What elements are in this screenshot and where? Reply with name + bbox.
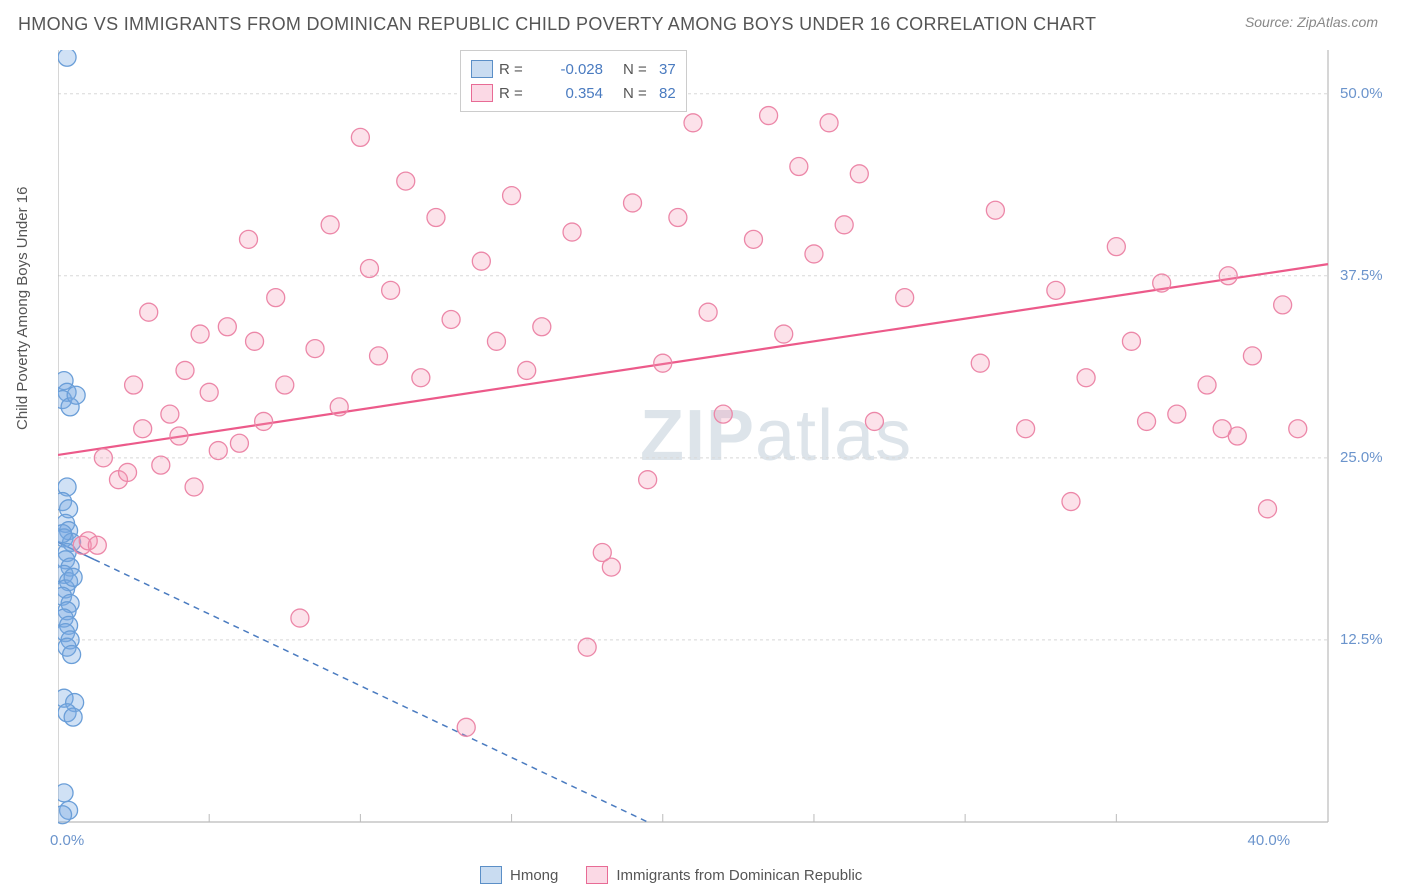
legend-label: Immigrants from Dominican Republic	[616, 867, 862, 884]
n-value: 82	[659, 85, 676, 102]
n-label: N =	[623, 61, 653, 78]
swatch-icon	[471, 84, 493, 102]
source-label: Source: ZipAtlas.com	[1245, 14, 1378, 30]
y-axis-label: Child Poverty Among Boys Under 16	[14, 187, 31, 430]
swatch-icon	[471, 60, 493, 78]
y-tick-label: 50.0%	[1340, 85, 1383, 102]
series-legend: Hmong Immigrants from Dominican Republic	[480, 866, 862, 884]
swatch-icon	[586, 866, 608, 884]
stats-legend: R = -0.028 N = 37 R = 0.354 N = 82	[460, 50, 687, 112]
y-tick-label: 37.5%	[1340, 267, 1383, 284]
chart-title: HMONG VS IMMIGRANTS FROM DOMINICAN REPUB…	[18, 14, 1096, 35]
r-label: R =	[499, 61, 535, 78]
r-value: 0.354	[541, 85, 603, 102]
chart-area	[58, 50, 1336, 840]
legend-item-hmong: Hmong	[480, 866, 558, 884]
n-label: N =	[623, 85, 653, 102]
legend-item-dominican: Immigrants from Dominican Republic	[586, 866, 862, 884]
swatch-icon	[480, 866, 502, 884]
x-tick-label: 0.0%	[50, 832, 84, 849]
stats-row-dominican: R = 0.354 N = 82	[471, 81, 676, 105]
y-tick-label: 12.5%	[1340, 631, 1383, 648]
stats-row-hmong: R = -0.028 N = 37	[471, 57, 676, 81]
r-label: R =	[499, 85, 535, 102]
r-value: -0.028	[541, 61, 603, 78]
n-value: 37	[659, 61, 676, 78]
scatter-chart	[58, 50, 1336, 840]
y-tick-label: 25.0%	[1340, 449, 1383, 466]
x-tick-label: 40.0%	[1248, 832, 1291, 849]
legend-label: Hmong	[510, 867, 558, 884]
